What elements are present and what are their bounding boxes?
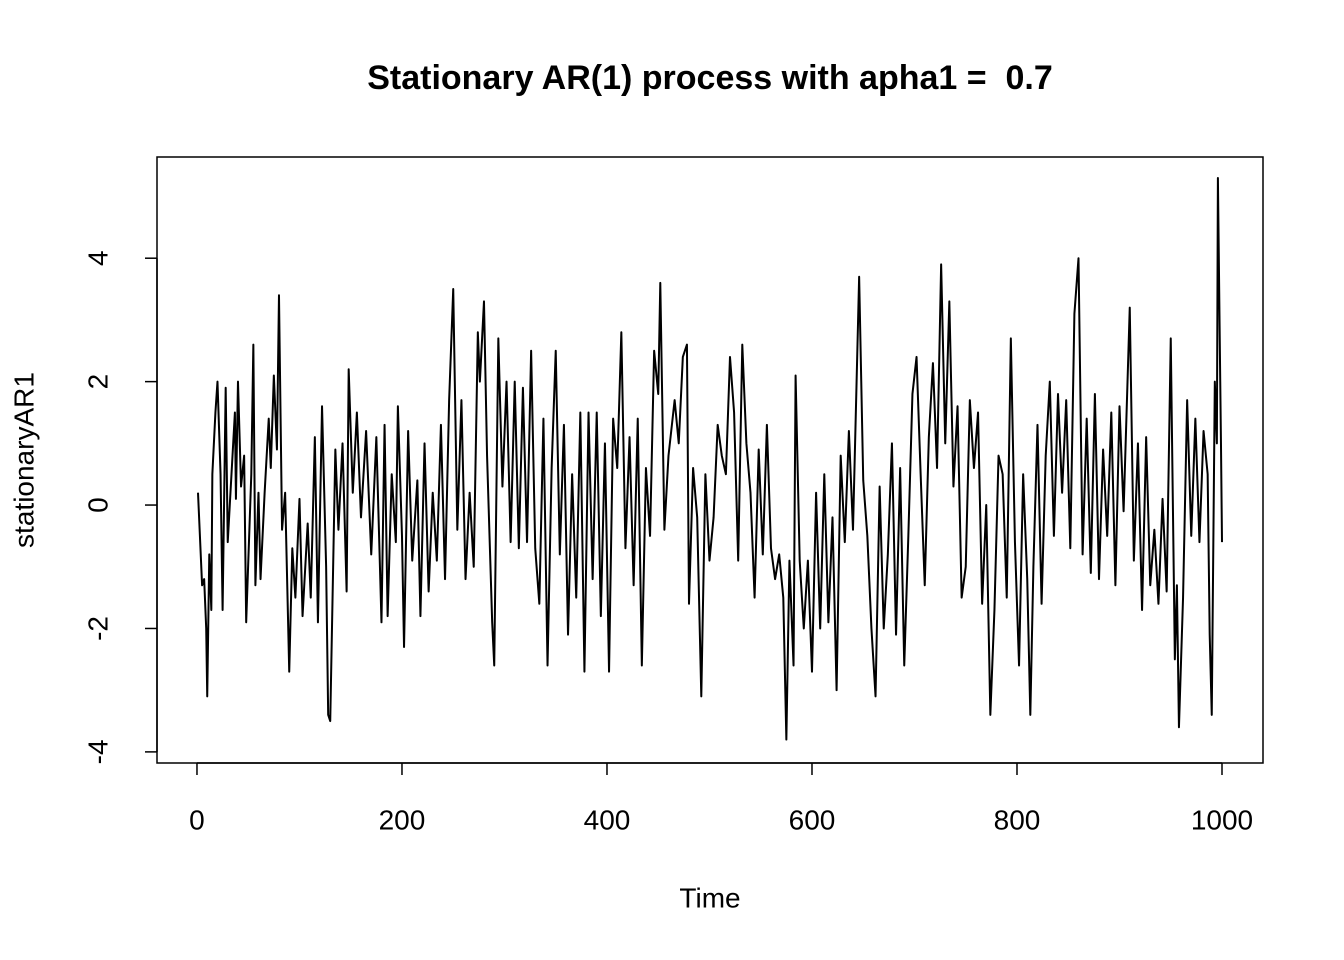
y-tick-label: -2 (82, 616, 113, 641)
series-line (197, 176, 1223, 741)
chart-title: Stationary AR(1) process with apha1 = 0.… (367, 59, 1053, 97)
x-tick-label: 200 (379, 804, 426, 835)
y-tick-label: 2 (82, 374, 113, 390)
x-tick-label: 1000 (1191, 804, 1253, 835)
x-tick-label: 0 (189, 804, 205, 835)
x-tick-label: 600 (789, 804, 836, 835)
y-axis-label: stationaryAR1 (8, 372, 39, 548)
y-tick-label: 0 (82, 497, 113, 513)
x-tick-label: 400 (584, 804, 631, 835)
x-tick-label: 800 (994, 804, 1041, 835)
x-axis-label: Time (679, 882, 740, 913)
y-tick-label: 4 (82, 250, 113, 266)
y-tick-label: -4 (82, 739, 113, 764)
